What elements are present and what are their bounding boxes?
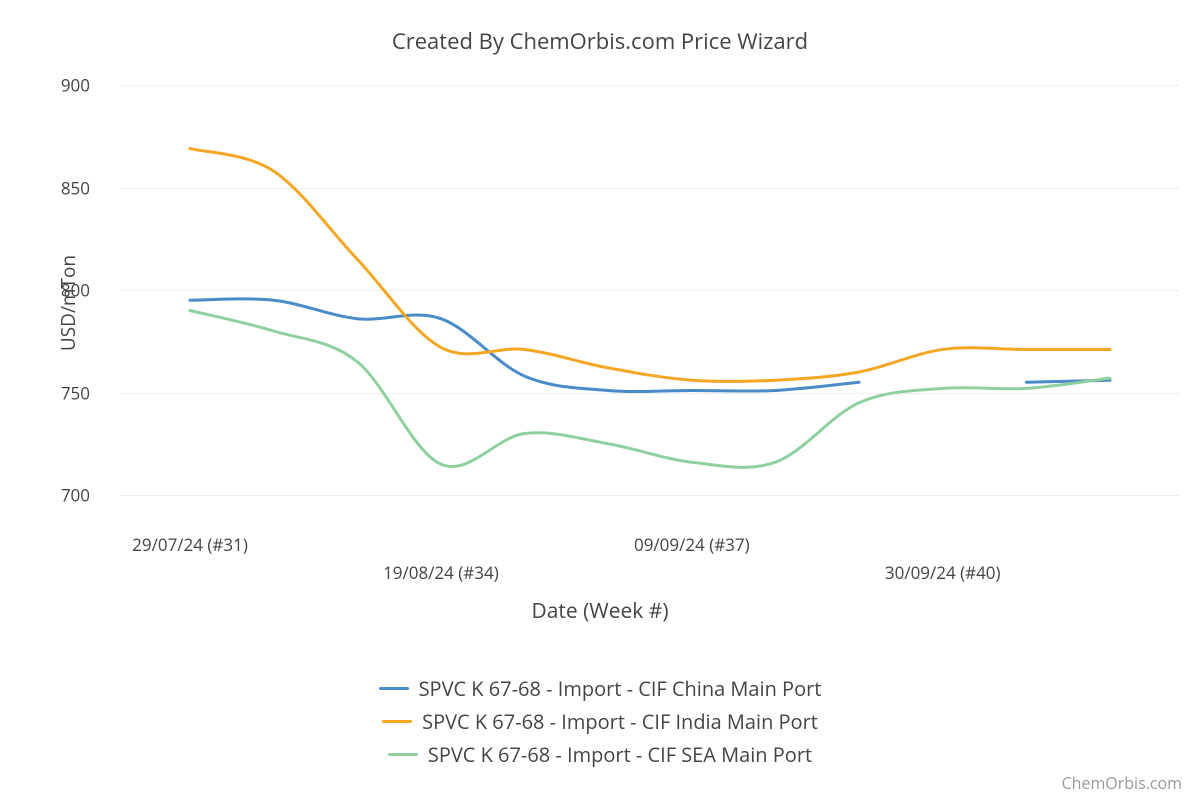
y-tick-label: 700 [61,484,90,507]
x-tick-label: 19/08/24 (#34) [383,561,499,584]
legend-label: SPVC K 67-68 - Import - CIF China Main P… [419,675,822,702]
legend-label: SPVC K 67-68 - Import - CIF India Main P… [422,708,818,735]
legend-label: SPVC K 67-68 - Import - CIF SEA Main Por… [428,741,812,768]
plot-area [120,85,1180,495]
legend-item[interactable]: SPVC K 67-68 - Import - CIF SEA Main Por… [388,741,812,768]
legend-swatch [382,720,412,723]
chart-title: Created By ChemOrbis.com Price Wizard [0,26,1200,56]
legend-swatch [388,753,418,756]
y-tick-label: 900 [61,74,90,97]
x-tick-label: 30/09/24 (#40) [885,561,1001,584]
legend-item[interactable]: SPVC K 67-68 - Import - CIF India Main P… [382,708,818,735]
gridline [120,495,1180,496]
legend-item[interactable]: SPVC K 67-68 - Import - CIF China Main P… [379,675,822,702]
legend-swatch [379,687,409,690]
watermark: ChemOrbis.com [1062,772,1182,794]
y-tick-label: 850 [61,176,90,199]
legend: SPVC K 67-68 - Import - CIF China Main P… [0,675,1200,768]
y-tick-label: 750 [61,381,90,404]
x-tick-label: 29/07/24 (#31) [132,533,248,556]
x-tick-label: 09/09/24 (#37) [634,533,750,556]
y-tick-label: 800 [61,279,90,302]
y-axis-label: USD/mTon [55,255,81,351]
chart-container: Created By ChemOrbis.com Price Wizard US… [0,0,1200,800]
series-line [190,311,1110,468]
x-axis-label: Date (Week #) [0,597,1200,625]
